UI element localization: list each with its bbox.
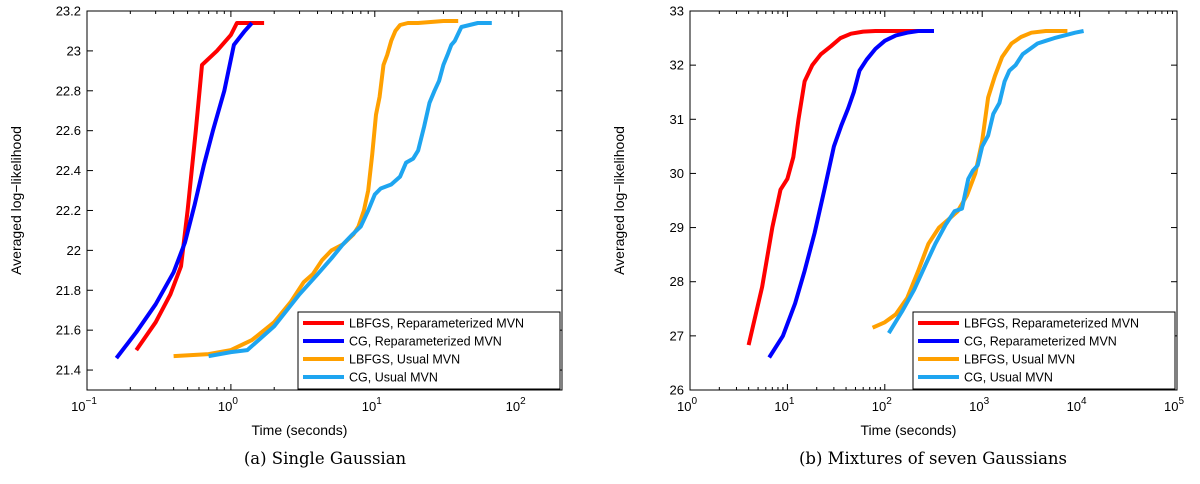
y-tick-label: 23.2 <box>56 4 81 19</box>
series-line-lbfgs-usual-mvn <box>871 29 1068 330</box>
x-tick-label: 101 <box>774 396 794 414</box>
y-axis-label: Averaged log−likelihood <box>8 126 24 275</box>
legend-label: CG, Reparameterized MVN <box>964 335 1117 349</box>
y-tick-label: 21.6 <box>56 323 81 338</box>
series-line-lbfgs-reparameterized-mvn <box>134 21 265 352</box>
y-tick-label: 31 <box>670 112 684 127</box>
y-tick-label: 26 <box>670 383 684 398</box>
y-tick-label: 32 <box>670 58 684 73</box>
y-tick-label: 22.4 <box>56 163 81 178</box>
plot-frame <box>86 10 563 391</box>
y-axis-label: Averaged log−likelihood <box>611 126 627 275</box>
legend-label: LBFGS, Usual MVN <box>349 353 460 367</box>
panel-single-gaussian: 21.4 21.6 21.8 22 22.2 22.4 22.6 22.8 23 23.2 10−1… <box>8 4 563 468</box>
x-tick-label: 105 <box>1164 396 1184 414</box>
x-tick-label: 100 <box>677 396 697 414</box>
legend: LBFGS, Reparameterized MVN CG, Reparamete… <box>297 311 561 390</box>
x-tick-label: 102 <box>872 396 892 414</box>
legend-label: LBFGS, Reparameterized MVN <box>349 317 524 331</box>
series-line-cg-usual-mvn <box>887 29 1084 335</box>
x-axis-label: Time (seconds) <box>861 422 957 438</box>
y-tick-label: 21.4 <box>56 363 81 378</box>
y-tick-label: 28 <box>670 274 684 289</box>
legend-label: LBFGS, Reparameterized MVN <box>964 317 1139 331</box>
y-tick-label: 33 <box>670 4 684 19</box>
x-tick-label: 10−1 <box>71 396 97 414</box>
x-tick-label: 100 <box>218 396 238 414</box>
y-tick-label: 22.8 <box>56 83 81 98</box>
panel-mixture-of-seven-gaussians: 26 27 28 29 30 31 32 33 100 101 102 103 104 105 Time (… <box>611 4 1184 469</box>
y-tick-label: 22.2 <box>56 203 81 218</box>
legend-label: CG, Reparameterized MVN <box>349 335 502 349</box>
series-line-cg-usual-mvn <box>208 21 492 359</box>
figure-caption: (b) Mixtures of seven Gaussians <box>799 449 1067 468</box>
legend: LBFGS, Reparameterized MVN CG, Reparamete… <box>912 311 1176 390</box>
series-line-lbfgs-usual-mvn <box>173 19 459 359</box>
figure-caption: (a) Single Gaussian <box>244 449 407 468</box>
legend-label: CG, Usual MVN <box>964 371 1053 385</box>
x-tick-label: 102 <box>506 396 526 414</box>
x-tick-label: 101 <box>362 396 382 414</box>
x-tick-label: 103 <box>969 396 989 414</box>
y-tick-label: 22.6 <box>56 123 81 138</box>
legend-label: LBFGS, Usual MVN <box>964 353 1075 367</box>
plot-frame <box>689 10 1178 391</box>
x-tick-label: 104 <box>1067 396 1087 414</box>
y-tick-label: 30 <box>670 166 684 181</box>
y-tick-label: 22 <box>67 243 81 258</box>
y-tick-label: 27 <box>670 328 684 343</box>
series-line-cg-reparameterized-mvn <box>767 29 934 359</box>
series-line-lbfgs-reparameterized-mvn <box>746 29 919 346</box>
legend-label: CG, Usual MVN <box>349 371 438 385</box>
y-tick-label: 21.8 <box>56 283 81 298</box>
x-axis-label: Time (seconds) <box>252 422 348 438</box>
y-tick-label: 23 <box>67 43 81 58</box>
series-line-cg-reparameterized-mvn <box>114 21 254 360</box>
y-tick-label: 29 <box>670 220 684 235</box>
